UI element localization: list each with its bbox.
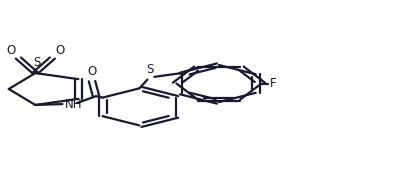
Text: O: O (87, 66, 96, 78)
Text: O: O (6, 44, 16, 57)
Text: NH: NH (64, 98, 82, 111)
Text: O: O (55, 44, 64, 57)
Text: S: S (145, 63, 153, 76)
Text: F: F (270, 77, 276, 90)
Text: S: S (34, 56, 41, 69)
